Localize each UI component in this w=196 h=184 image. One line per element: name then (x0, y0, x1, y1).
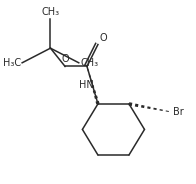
Text: HN: HN (79, 80, 93, 90)
Text: O: O (61, 54, 69, 64)
Text: O: O (100, 33, 107, 43)
Text: CH₃: CH₃ (80, 58, 98, 68)
Text: CH₃: CH₃ (41, 8, 60, 17)
Text: Br: Br (173, 107, 184, 117)
Text: H₃C: H₃C (3, 58, 21, 68)
